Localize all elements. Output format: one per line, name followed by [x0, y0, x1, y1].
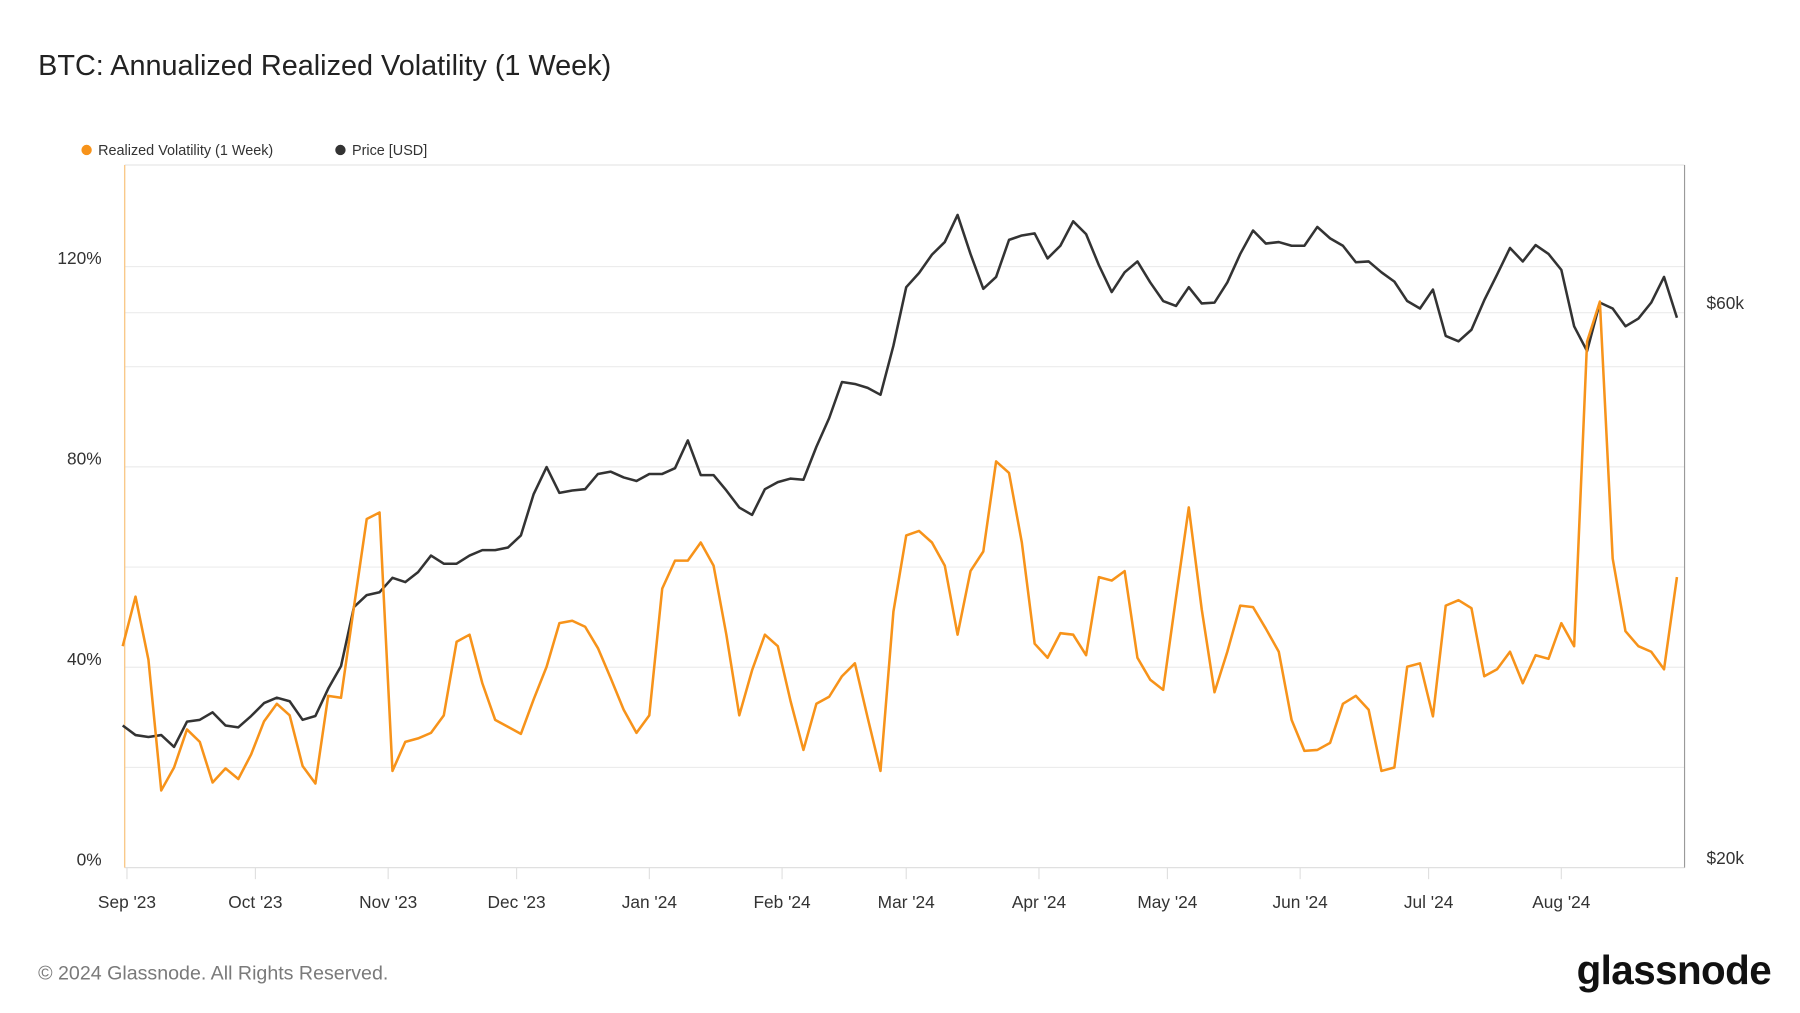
x-tick-label: Aug '24	[1532, 892, 1591, 912]
legend-dot-volatility	[81, 144, 92, 156]
legend-label-volatility: Realized Volatility (1 Week)	[98, 143, 273, 159]
x-tick-label: Jan '24	[622, 892, 678, 912]
series-layer	[121, 213, 1679, 792]
copyright-text: © 2024 Glassnode. All Rights Reserved.	[38, 963, 388, 985]
y-axis-right: $20k $60k	[1706, 293, 1744, 868]
series-line-price	[121, 213, 1679, 749]
x-tick-label: Dec '23	[488, 892, 546, 912]
series-line-volatility	[121, 300, 1679, 792]
gridlines	[124, 265, 1685, 769]
legend-label-price: Price [USD]	[352, 143, 427, 159]
x-tick-label: Mar '24	[878, 892, 936, 912]
legend-dot-price	[335, 144, 346, 156]
y-axis-left: 0% 40% 80% 120%	[57, 248, 101, 869]
y-left-tick-label: 120%	[57, 248, 101, 268]
x-tick-label: Jul '24	[1404, 892, 1454, 912]
x-tick-label: Feb '24	[753, 892, 811, 912]
x-tick-label: May '24	[1137, 892, 1197, 912]
legend-item-price[interactable]: Price [USD]	[335, 143, 427, 159]
y-left-tick-label: 40%	[67, 649, 102, 669]
legend-item-volatility[interactable]: Realized Volatility (1 Week)	[81, 143, 273, 159]
glassnode-logo: glassnode	[1577, 947, 1772, 993]
x-tick-label: Apr '24	[1012, 892, 1067, 912]
y-right-tick-label: $20k	[1706, 848, 1744, 868]
x-axis: Sep '23 Oct '23 Nov '23 Dec '23 Jan '24 Feb '…	[98, 867, 1591, 912]
x-tick-label: Sep '23	[98, 892, 156, 912]
y-left-tick-label: 80%	[67, 449, 102, 469]
x-tick-label: Oct '23	[228, 892, 282, 912]
page-title: BTC: Annualized Realized Volatility (1 W…	[38, 50, 611, 82]
y-left-tick-label: 0%	[77, 849, 102, 869]
x-tick-label: Nov '23	[359, 892, 417, 912]
legend: Realized Volatility (1 Week) Price [USD]	[81, 143, 427, 159]
x-tick-label: Jun '24	[1273, 892, 1329, 912]
y-right-tick-label: $60k	[1706, 293, 1744, 313]
